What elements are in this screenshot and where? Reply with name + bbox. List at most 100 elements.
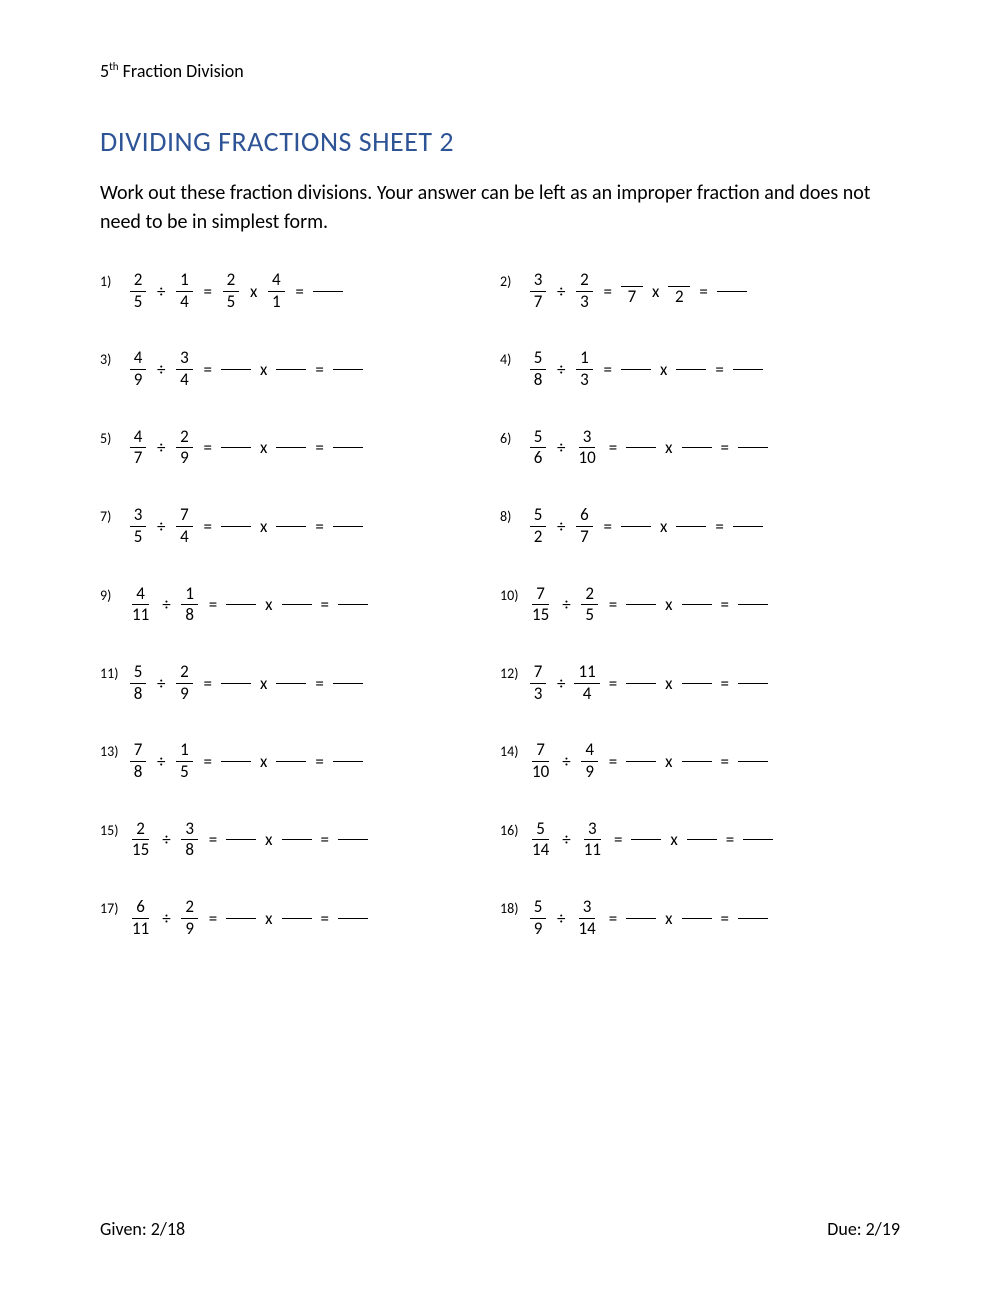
answer-blank[interactable]: [738, 604, 768, 605]
times-op: x: [258, 437, 269, 458]
answer-blank[interactable]: [738, 918, 768, 919]
fraction: 25: [221, 271, 241, 311]
problem-row: 7)35÷74=x=: [100, 506, 500, 546]
fraction: 73: [528, 663, 548, 703]
divide-op: ÷: [560, 751, 572, 772]
divide-op: ÷: [560, 829, 572, 850]
equals-op: =: [607, 437, 619, 458]
problem-number: 18): [500, 898, 528, 917]
problem-row: 14)710÷49=x=: [500, 741, 900, 781]
answer-blank[interactable]: [221, 683, 251, 684]
answer-blank[interactable]: [687, 839, 717, 840]
answer-blank[interactable]: [221, 526, 251, 527]
answer-blank[interactable]: [626, 683, 656, 684]
answer-blank[interactable]: [717, 291, 747, 292]
answer-blank[interactable]: [338, 839, 368, 840]
answer-blank[interactable]: [276, 447, 306, 448]
fraction: 56: [528, 428, 548, 468]
fraction: 47: [128, 428, 148, 468]
problem-expression: 37÷23=7x2=: [528, 271, 747, 311]
answer-blank[interactable]: [733, 369, 763, 370]
equals-op: =: [697, 281, 709, 302]
problem-row: 18)59÷314=x=: [500, 898, 900, 938]
answer-blank[interactable]: [682, 683, 712, 684]
problem-number: 8): [500, 506, 528, 525]
answer-blank[interactable]: [226, 839, 256, 840]
fraction: 78: [128, 741, 148, 781]
answer-blank[interactable]: [226, 604, 256, 605]
equals-op: =: [607, 751, 619, 772]
equals-op: =: [601, 281, 613, 302]
answer-blank[interactable]: [626, 604, 656, 605]
answer-blank[interactable]: [676, 526, 706, 527]
fraction: 74: [174, 506, 194, 546]
answer-blank[interactable]: [282, 604, 312, 605]
answer-blank[interactable]: [738, 447, 768, 448]
answer-blank[interactable]: [338, 604, 368, 605]
problem-number: 14): [500, 741, 528, 760]
answer-blank[interactable]: [333, 526, 363, 527]
answer-blank[interactable]: [626, 918, 656, 919]
answer-blank[interactable]: [631, 839, 661, 840]
divide-op: ÷: [160, 829, 172, 850]
answer-blank[interactable]: [743, 839, 773, 840]
fraction: 310: [574, 428, 599, 468]
answer-blank[interactable]: [276, 526, 306, 527]
answer-blank[interactable]: [733, 526, 763, 527]
problem-expression: 78÷15=x=: [128, 741, 363, 781]
problem-row: 12)73÷114=x=: [500, 663, 900, 703]
answer-blank[interactable]: [221, 369, 251, 370]
answer-blank[interactable]: [276, 369, 306, 370]
answer-blank[interactable]: [621, 369, 651, 370]
problem-expression: 58÷29=x=: [128, 663, 363, 703]
equals-op: =: [313, 751, 325, 772]
answer-blank[interactable]: [333, 683, 363, 684]
answer-blank[interactable]: [676, 369, 706, 370]
divide-op: ÷: [160, 908, 172, 929]
equals-op: =: [313, 673, 325, 694]
answer-blank[interactable]: [333, 761, 363, 762]
answer-blank[interactable]: [282, 839, 312, 840]
answer-blank[interactable]: [276, 683, 306, 684]
problem-expression: 52÷67=x=: [528, 506, 763, 546]
answer-blank[interactable]: [682, 761, 712, 762]
answer-blank[interactable]: [682, 918, 712, 919]
answer-blank[interactable]: [626, 447, 656, 448]
problem-expression: 58÷13=x=: [528, 349, 763, 389]
fraction: 15: [174, 741, 194, 781]
problem-number: 2): [500, 271, 528, 290]
divide-op: ÷: [555, 908, 567, 929]
times-op: x: [258, 751, 269, 772]
fraction: 29: [174, 663, 194, 703]
fraction: 18: [180, 585, 200, 625]
answer-blank[interactable]: [276, 761, 306, 762]
answer-blank[interactable]: [221, 447, 251, 448]
answer-blank[interactable]: [333, 447, 363, 448]
equals-op: =: [313, 437, 325, 458]
answer-blank[interactable]: [626, 761, 656, 762]
problem-row: 8)52÷67=x=: [500, 506, 900, 546]
answer-blank[interactable]: [221, 761, 251, 762]
fraction: 710: [528, 741, 553, 781]
problem-expression: 611÷29=x=: [128, 898, 368, 938]
answer-blank[interactable]: [338, 918, 368, 919]
answer-blank[interactable]: [226, 918, 256, 919]
fraction: 38: [180, 820, 200, 860]
problem-row: 2)37÷23=7x2=: [500, 271, 900, 311]
answer-blank[interactable]: [738, 761, 768, 762]
answer-blank[interactable]: [313, 291, 343, 292]
answer-blank[interactable]: [621, 526, 651, 527]
answer-blank[interactable]: [682, 604, 712, 605]
problem-number: 1): [100, 271, 128, 290]
equals-op: =: [201, 516, 213, 537]
answer-blank[interactable]: [333, 369, 363, 370]
times-op: x: [263, 908, 274, 929]
answer-blank[interactable]: [282, 918, 312, 919]
answer-blank[interactable]: [738, 683, 768, 684]
divide-op: ÷: [155, 516, 167, 537]
problem-row: 10)715÷25=x=: [500, 585, 900, 625]
fraction: 59: [528, 898, 548, 938]
problem-expression: 35÷74=x=: [128, 506, 363, 546]
problem-expression: 215÷38=x=: [128, 820, 368, 860]
answer-blank[interactable]: [682, 447, 712, 448]
